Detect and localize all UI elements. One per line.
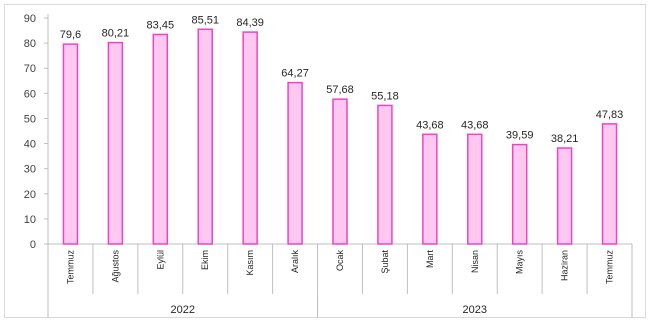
bar <box>287 81 303 245</box>
category-label: Ocak <box>335 250 345 272</box>
category-label: Temmuz <box>65 250 75 285</box>
y-tick-label: 0 <box>30 239 36 251</box>
data-label: 64,27 <box>281 68 309 80</box>
y-tick-label: 30 <box>24 164 36 176</box>
category-label: Nisan <box>470 250 480 273</box>
category-label: Aralık <box>290 250 300 274</box>
bar <box>242 31 258 245</box>
bar <box>332 98 348 245</box>
bar <box>556 147 573 245</box>
category-label: Mayıs <box>515 250 525 275</box>
data-label: 84,39 <box>236 17 264 29</box>
category-label: Ekim <box>200 250 210 270</box>
data-label: 43,68 <box>416 119 444 131</box>
data-label: 39,59 <box>506 130 534 142</box>
y-tick-label: 80 <box>24 38 36 50</box>
data-label: 85,51 <box>191 14 219 26</box>
category-label: Eylül <box>155 250 165 270</box>
group-label: 2023 <box>463 304 487 316</box>
y-tick-label: 10 <box>24 214 36 226</box>
bar <box>107 41 124 245</box>
category-label: Haziran <box>560 250 570 281</box>
bar <box>422 133 438 245</box>
y-tick-label: 90 <box>24 13 36 25</box>
data-label: 57,68 <box>326 84 354 96</box>
category-label: Şubat <box>380 250 390 274</box>
bar <box>467 133 483 245</box>
bar <box>62 43 79 245</box>
group-label: 2022 <box>171 304 195 316</box>
bar <box>377 104 393 245</box>
data-label: 47,83 <box>596 109 624 121</box>
category-label: Ağustos <box>110 250 120 283</box>
y-tick-label: 70 <box>24 63 36 75</box>
category-label: Mart <box>425 250 435 268</box>
bar <box>601 123 618 245</box>
data-label: 55,18 <box>371 90 399 102</box>
data-label: 79,6 <box>60 29 81 41</box>
category-label: Kasım <box>245 250 255 276</box>
data-label: 43,68 <box>461 119 489 131</box>
y-tick-label: 60 <box>24 88 36 100</box>
bar <box>511 143 528 245</box>
y-tick-label: 20 <box>24 189 36 201</box>
data-label: 38,21 <box>551 133 579 145</box>
bar <box>152 33 169 245</box>
category-label: Temmuz <box>605 250 615 285</box>
data-label: 83,45 <box>147 19 175 31</box>
data-label: 80,21 <box>102 28 130 40</box>
y-tick-label: 50 <box>24 113 36 125</box>
y-tick-label: 40 <box>24 139 36 151</box>
bar <box>197 28 213 245</box>
